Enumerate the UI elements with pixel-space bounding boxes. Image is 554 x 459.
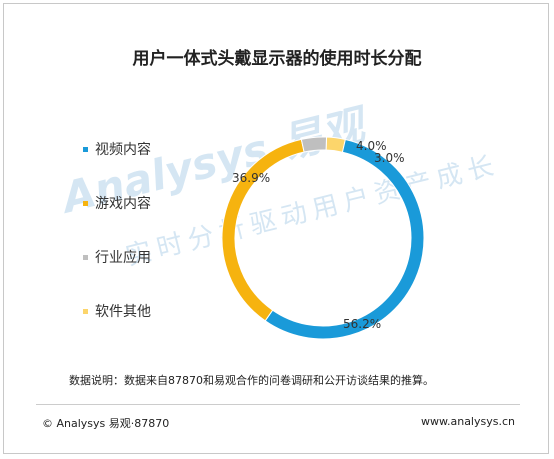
chart-title: 用户一体式头戴显示器的使用时长分配	[132, 49, 422, 69]
data-note: 数据说明：数据来自87870和易观合作的问卷调研和公开访谈结果的推算。	[69, 374, 434, 387]
footer-copyright: © Analysys 易观·87870	[42, 417, 170, 430]
legend-swatch-industry	[83, 254, 88, 260]
footer-divider	[36, 404, 520, 405]
chart-frame	[3, 3, 549, 454]
legend-swatch-games	[83, 200, 88, 206]
footer-url: www.analysys.cn	[421, 415, 515, 428]
legend-swatch-video	[83, 146, 88, 152]
data-label-industry: 4.0%	[356, 139, 387, 153]
donut-slice-software	[325, 136, 346, 153]
donut-slice-video	[264, 138, 425, 340]
data-label-video: 56.2%	[343, 317, 381, 331]
donut-slice-games	[221, 138, 305, 322]
legend-item-games: 游戏内容	[83, 193, 203, 213]
donut-labels: 3.0% 56.2% 36.9% 4.0%	[232, 139, 405, 331]
legend-label-software: 软件其他	[95, 304, 151, 320]
donut-slice-industry	[300, 136, 328, 153]
legend-item-industry: 行业应用	[83, 247, 203, 267]
donut-slices	[221, 136, 425, 340]
legend-swatch-software	[83, 308, 88, 314]
legend-label-games: 游戏内容	[95, 196, 151, 212]
legend-label-industry: 行业应用	[95, 250, 151, 266]
data-label-games: 36.9%	[232, 171, 270, 185]
legend-item-video: 视频内容	[83, 139, 203, 159]
data-label-software: 3.0%	[374, 151, 405, 165]
legend-label-video: 视频内容	[95, 142, 151, 158]
legend-item-software: 软件其他	[83, 301, 203, 321]
